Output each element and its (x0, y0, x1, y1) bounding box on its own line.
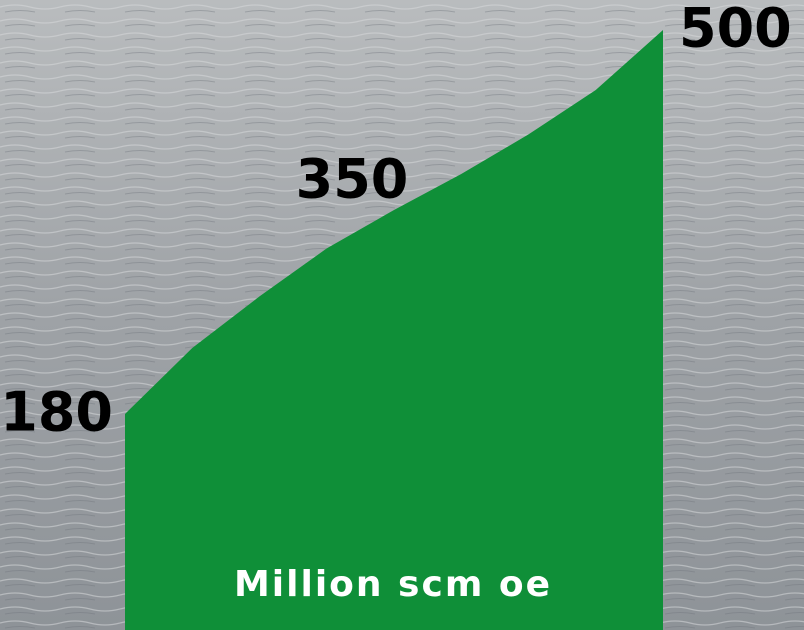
unit-label: Million scm oe (234, 564, 552, 605)
area (125, 30, 663, 630)
value-label: 180 (0, 381, 113, 444)
value-label: 350 (296, 148, 409, 211)
value-label: 500 (679, 0, 792, 60)
